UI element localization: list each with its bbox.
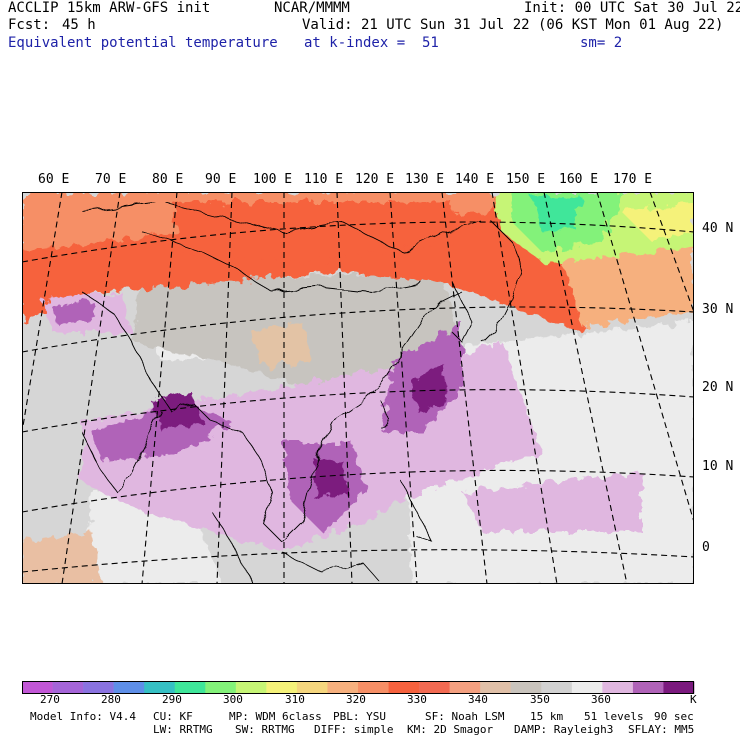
valid-time: Valid: 21 UTC Sun 31 Jul 22 (06 KST Mon … bbox=[302, 17, 724, 33]
lon-label: 140 E bbox=[455, 172, 495, 187]
longwave-scheme: LW: RRTMG bbox=[153, 723, 213, 736]
colorbar-swatch bbox=[22, 681, 53, 694]
colorbar-swatch bbox=[480, 681, 512, 694]
lon-label: 160 E bbox=[559, 172, 599, 187]
model-title: ACCLIP 15km ARW-GFS init bbox=[8, 0, 211, 16]
colorbar-tick: 350 bbox=[530, 693, 550, 706]
cumulus-scheme: CU: KF bbox=[153, 710, 193, 723]
variable-name: Equivalent potential temperature bbox=[8, 35, 278, 51]
colorbar-swatch bbox=[235, 681, 267, 694]
time-step: 90 sec bbox=[654, 710, 694, 723]
smoothing-label: sm= 2 bbox=[580, 35, 623, 51]
grid-spacing: 15 km bbox=[530, 710, 564, 723]
colorbar-swatch bbox=[144, 681, 176, 694]
forecast-label: Fcst: bbox=[8, 17, 51, 33]
vertical-levels: 51 levels bbox=[584, 710, 644, 723]
lon-label: 170 E bbox=[613, 172, 653, 187]
colorbar-swatch bbox=[602, 681, 634, 694]
level-index: at k-index = 51 bbox=[304, 35, 439, 51]
lon-label: 70 E bbox=[95, 172, 127, 187]
diffusion-scheme: DIFF: simple bbox=[314, 723, 394, 736]
lon-label: 80 E bbox=[152, 172, 184, 187]
lat-label: 20 N bbox=[702, 380, 734, 395]
colorbar-swatch bbox=[632, 681, 664, 694]
damping-option: DAMP: Rayleigh3 bbox=[514, 723, 614, 736]
forecast-hour: 45 h bbox=[62, 17, 96, 33]
colorbar-unit: K bbox=[690, 693, 697, 706]
map-frame bbox=[22, 192, 694, 584]
colorbar-swatch bbox=[663, 681, 695, 694]
colorbar-swatch bbox=[419, 681, 450, 694]
lon-label: 110 E bbox=[304, 172, 344, 187]
colorbar-frame bbox=[22, 681, 694, 694]
colorbar-swatch bbox=[52, 681, 84, 694]
lon-label: 60 E bbox=[38, 172, 70, 187]
surface-layer-scheme: SFLAY: MM5 bbox=[628, 723, 695, 736]
colorbar-tick: 330 bbox=[407, 693, 427, 706]
lon-label: 100 E bbox=[253, 172, 293, 187]
pbl-scheme: PBL: YSU bbox=[333, 710, 386, 723]
colorbar-swatch bbox=[174, 681, 206, 694]
colorbar-swatch bbox=[83, 681, 114, 694]
lon-label: 90 E bbox=[205, 172, 237, 187]
lon-label: 150 E bbox=[506, 172, 546, 187]
theta-e-map bbox=[22, 192, 694, 584]
colorbar-tick: 270 bbox=[40, 693, 60, 706]
colorbar-tick: 340 bbox=[468, 693, 488, 706]
colorbar-swatch bbox=[449, 681, 481, 694]
colorbar-swatch bbox=[327, 681, 359, 694]
microphysics-scheme: MP: WDM 6class bbox=[229, 710, 322, 723]
colorbar bbox=[22, 681, 695, 694]
colorbar-swatch bbox=[541, 681, 573, 694]
colorbar-swatch bbox=[571, 681, 603, 694]
lon-label: 120 E bbox=[355, 172, 395, 187]
lon-label: 130 E bbox=[405, 172, 445, 187]
colorbar-tick: 310 bbox=[285, 693, 305, 706]
model-info: Model Info: V4.4 bbox=[30, 710, 136, 723]
lat-label: 0 bbox=[702, 540, 710, 555]
surface-scheme: SF: Noah LSM bbox=[425, 710, 505, 723]
colorbar-tick: 290 bbox=[162, 693, 182, 706]
shortwave-scheme: SW: RRTMG bbox=[235, 723, 295, 736]
km-option: KM: 2D Smagor bbox=[407, 723, 494, 736]
init-time: Init: 00 UTC Sat 30 Jul 22 bbox=[524, 0, 740, 16]
colorbar-swatch bbox=[296, 681, 328, 694]
lat-label: 10 N bbox=[702, 459, 734, 474]
lat-label: 30 N bbox=[702, 302, 734, 317]
colorbar-tick: 360 bbox=[591, 693, 611, 706]
graticule bbox=[22, 192, 694, 584]
colorbar-tick: 280 bbox=[101, 693, 121, 706]
colorbar-tick: 300 bbox=[223, 693, 243, 706]
coastlines bbox=[81, 201, 523, 584]
colorbar-swatch bbox=[113, 681, 145, 694]
colorbar-swatch bbox=[358, 681, 389, 694]
lat-label: 40 N bbox=[702, 221, 734, 236]
colorbar-tick: 320 bbox=[346, 693, 366, 706]
colorbar-swatch bbox=[266, 681, 298, 694]
organization-label: NCAR/MMMM bbox=[274, 0, 350, 16]
colorbar-swatch bbox=[388, 681, 420, 694]
colorbar-swatch bbox=[205, 681, 237, 694]
theta-e-shading bbox=[22, 192, 694, 584]
colorbar-swatch bbox=[510, 681, 542, 694]
